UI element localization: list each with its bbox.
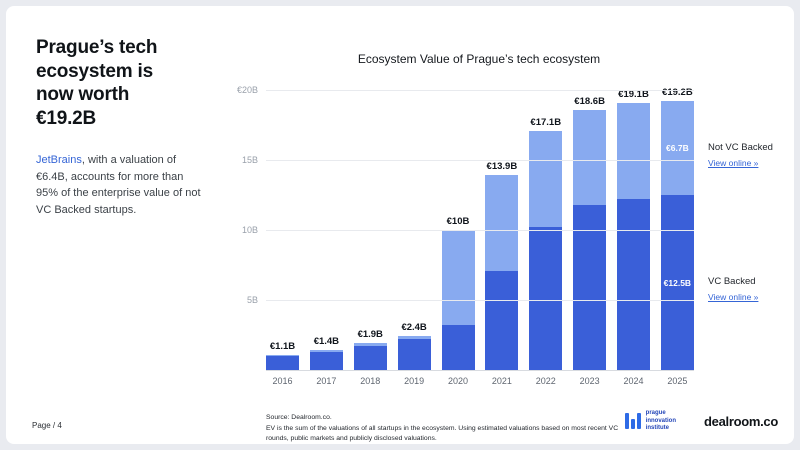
slide: Prague’s tech ecosystem is now worth €19… xyxy=(6,6,794,444)
prague-innovation-institute-logo: prague innovation institute xyxy=(624,410,676,432)
legend-vc-backed: VC Backed View online » xyxy=(708,276,794,305)
footer-logos: prague innovation institute dealroom.co xyxy=(624,410,778,432)
bar-segment-not-vc-backed-2018 xyxy=(353,343,387,347)
bar-2024: €19.1B xyxy=(617,89,650,370)
pii-logo-bar xyxy=(624,413,629,430)
y-axis-label: €20B xyxy=(236,85,258,95)
x-axis-label-2021: 2021 xyxy=(491,376,512,386)
plot-area: €1.1B €1.4B €1.9B €2.4B €10B €13.9B €17.1B €18.… xyxy=(237,85,694,371)
y-axis-label: 15B xyxy=(241,155,258,165)
legend-vc-label: VC Backed xyxy=(708,276,756,287)
bars-group: €1.1B €1.4B €1.9B €2.4B €10B €13.9B €17.1B €18.… xyxy=(266,87,694,370)
x-axis: 2016 2017 2018 2019 2020 2021 2022 2023 2024 2025 xyxy=(266,376,694,386)
bar-total-label-2022: €17.1B xyxy=(530,116,562,128)
bar-segment-vc-backed-2021 xyxy=(485,270,519,370)
bar-2022: €17.1B xyxy=(529,116,563,370)
bar-2019: €2.4B xyxy=(397,322,431,370)
bar-value-label-vc-backed: €12.5B xyxy=(663,277,692,288)
jetbrains-link[interactable]: JetBrains xyxy=(36,154,82,167)
bar-2016: €1.1B xyxy=(266,341,299,370)
source-line-2: EV is the sum of the valuations of all s… xyxy=(266,424,619,432)
bar-segment-vc-backed-2025: €12.5B xyxy=(660,195,694,370)
x-axis-label-2022: 2022 xyxy=(535,376,556,386)
source-note: Source: Dealroom.co. EV is the sum of th… xyxy=(266,413,618,445)
slide-body-text: , with a valuation of €6.4B, accounts fo… xyxy=(36,154,201,216)
bar-total-label-2021: €13.9B xyxy=(486,161,518,173)
source-line-1: Source: Dealroom.co. xyxy=(266,414,332,421)
pii-logo-text: prague innovation institute xyxy=(646,410,676,432)
chart-title: Ecosystem Value of Prague’s tech ecosyst… xyxy=(357,52,601,66)
bar-segment-vc-backed-2020 xyxy=(441,325,475,370)
bar-total-label-2019: €2.4B xyxy=(401,322,427,334)
bar-segment-not-vc-backed-2021 xyxy=(485,175,519,271)
bar-total-label-2024: €19.1B xyxy=(618,88,649,100)
bar-segment-vc-backed-2018 xyxy=(353,346,387,370)
pii-logo-line: innovation xyxy=(645,417,676,424)
bar-segment-not-vc-backed-2024 xyxy=(617,102,650,200)
bar-total-label-2018: €1.9B xyxy=(357,329,383,341)
bar-segment-vc-backed-2023 xyxy=(573,204,607,370)
gridline-20 xyxy=(266,90,694,91)
bar-segment-vc-backed-2016 xyxy=(266,356,299,370)
pii-logo-line: prague xyxy=(645,410,666,417)
bar-2018: €1.9B xyxy=(353,329,387,370)
pii-logo-bar xyxy=(630,419,635,430)
x-axis-label-2016: 2016 xyxy=(272,376,293,386)
bar-2025: €19.2B €6.7B €12.5B xyxy=(660,87,694,370)
bar-total-label-2023: €18.6B xyxy=(574,95,605,107)
dealroom-logo: dealroom.co xyxy=(704,413,778,429)
legend-not-vc-view-online-link[interactable]: View online » xyxy=(708,158,759,168)
page-number: Page / 4 xyxy=(32,421,62,430)
x-axis-label-2020: 2020 xyxy=(447,376,469,386)
gridline-15 xyxy=(266,160,694,161)
gridline-10 xyxy=(266,230,694,231)
x-axis-label-2019: 2019 xyxy=(404,376,425,386)
pii-logo-icon xyxy=(624,413,641,430)
bar-2020: €10B xyxy=(441,216,475,370)
y-axis-label: 5B xyxy=(246,295,258,305)
bar-total-label-2017: €1.4B xyxy=(313,336,340,348)
bar-segment-vc-backed-2019 xyxy=(397,339,431,370)
y-axis-label: 10B xyxy=(241,225,258,235)
bar-segment-vc-backed-2022 xyxy=(529,227,563,370)
bar-segment-not-vc-backed-2025: €6.7B xyxy=(660,101,694,195)
gridline-5 xyxy=(266,300,694,301)
left-panel: Prague’s tech ecosystem is now worth €19… xyxy=(36,36,211,229)
slide-heading: Prague’s tech ecosystem is now worth €19… xyxy=(36,37,158,129)
x-axis-label-2023: 2023 xyxy=(579,376,600,386)
x-axis-label-2024: 2024 xyxy=(623,376,644,386)
x-axis-label-2018: 2018 xyxy=(360,376,381,386)
bar-total-label-2020: €10B xyxy=(446,216,470,228)
bar-segment-not-vc-backed-2019 xyxy=(397,336,431,340)
bar-segment-vc-backed-2024 xyxy=(617,199,650,370)
bar-segment-not-vc-backed-2017 xyxy=(309,350,343,352)
legend-not-vc-label: Not VC Backed xyxy=(708,142,773,153)
bar-total-label-2016: €1.1B xyxy=(269,340,296,352)
source-line-3: rounds, public markets and publicly disc… xyxy=(266,435,437,443)
pii-logo-line: institute xyxy=(645,424,669,431)
bar-segment-not-vc-backed-2023 xyxy=(573,109,607,205)
x-axis-label-2017: 2017 xyxy=(316,376,337,386)
bar-value-label-not-vc-backed: €6.7B xyxy=(666,143,689,154)
bar-2017: €1.4B xyxy=(309,336,343,370)
bar-2021: €13.9B xyxy=(485,161,519,370)
bar-total-label-2025: €19.2B xyxy=(662,87,693,99)
legend-vc-view-online-link[interactable]: View online » xyxy=(708,292,759,302)
bar-segment-not-vc-backed-2016 xyxy=(266,354,299,356)
x-axis-label-2025: 2025 xyxy=(667,376,688,386)
bar-segment-not-vc-backed-2022 xyxy=(529,130,563,228)
bar-segment-vc-backed-2017 xyxy=(309,351,343,370)
slide-body: JetBrains, with a valuation of €6.4B, ac… xyxy=(36,152,204,218)
bar-segment-not-vc-backed-2020 xyxy=(441,230,475,326)
bar-2023: €18.6B xyxy=(573,95,607,370)
pii-logo-bar xyxy=(636,413,641,430)
legend-not-vc-backed: Not VC Backed View online » xyxy=(708,142,794,171)
x-axis-baseline xyxy=(266,370,694,371)
